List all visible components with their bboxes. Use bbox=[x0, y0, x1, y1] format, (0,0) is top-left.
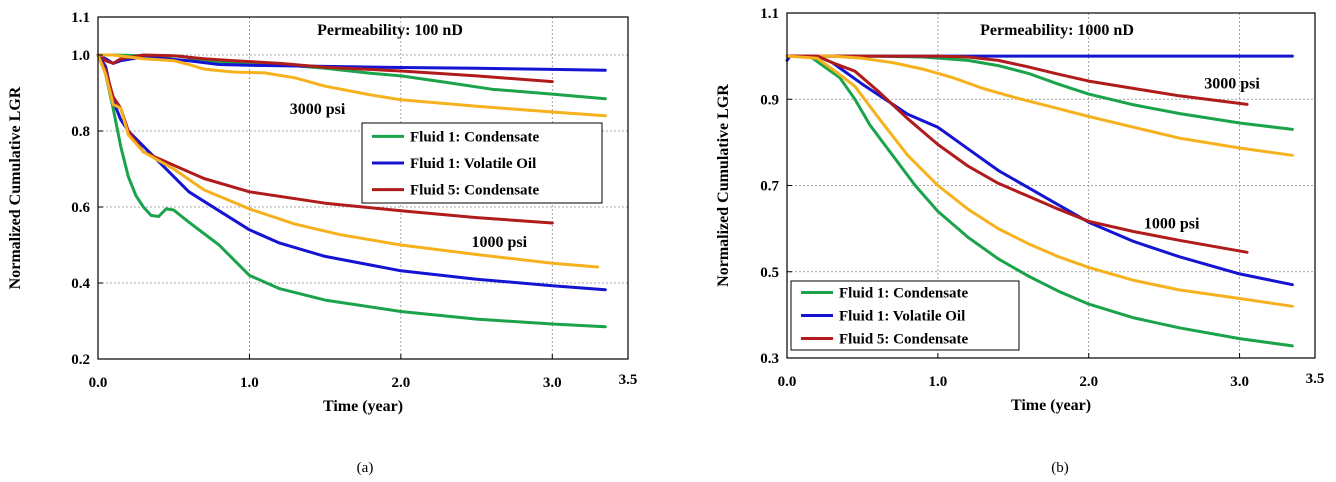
y-axis-title: Normalized Cumulative LGR bbox=[715, 84, 732, 287]
x-tick-label: 0.0 bbox=[778, 374, 797, 390]
y-tick-label: 1.1 bbox=[71, 10, 90, 26]
legend-label: Fluid 5: Condensate bbox=[839, 332, 969, 348]
legend-label: Fluid 1: Volatile Oil bbox=[410, 156, 536, 172]
pressure-annotation: 1000 psi bbox=[471, 234, 527, 251]
panel-caption: (a) bbox=[357, 460, 374, 476]
series-line bbox=[785, 54, 1294, 287]
x-tick-label: 3.0 bbox=[1230, 374, 1249, 390]
permeability-label: Permeability: 1000 nD bbox=[980, 22, 1134, 39]
series-line bbox=[96, 53, 600, 269]
series-line bbox=[785, 54, 1294, 348]
y-tick-label: 0.2 bbox=[71, 352, 90, 368]
permeability-label: Permeability: 100 nD bbox=[317, 22, 463, 39]
series-line bbox=[96, 53, 607, 292]
y-tick-label: 0.6 bbox=[71, 200, 90, 216]
x-tick-label: 3.5 bbox=[619, 372, 638, 388]
series-line bbox=[785, 54, 1249, 254]
series-line bbox=[785, 54, 1294, 308]
x-tick-label: 1.0 bbox=[928, 374, 947, 390]
y-axis-title: Normalized Cumulative LGR bbox=[7, 86, 24, 289]
x-tick-label: 2.0 bbox=[391, 375, 410, 391]
series-line bbox=[96, 53, 607, 329]
legend-label: Fluid 5: Condensate bbox=[410, 183, 540, 199]
y-tick-label: 0.8 bbox=[71, 124, 90, 140]
x-tick-label: 3.0 bbox=[543, 375, 562, 391]
pressure-annotation: 3000 psi bbox=[1204, 75, 1260, 92]
series-line bbox=[96, 53, 607, 118]
y-tick-label: 1.1 bbox=[760, 6, 779, 22]
y-tick-label: 0.5 bbox=[760, 265, 779, 281]
legend-label: Fluid 1: Condensate bbox=[410, 129, 540, 145]
plot-frame bbox=[97, 16, 629, 360]
series-line bbox=[96, 53, 554, 84]
x-axis-title: Time (year) bbox=[1011, 397, 1091, 414]
chart-panel-b: 0.0 1.0 2.0 3.0 3.5 0.3 0.5 0.7 0.9 1.1 Time (year… bbox=[715, 6, 1324, 476]
y-tick-label: 0.7 bbox=[760, 179, 779, 195]
pressure-annotation: 1000 psi bbox=[1144, 216, 1200, 233]
x-tick-label: 1.0 bbox=[240, 375, 259, 391]
legend-label: Fluid 1: Condensate bbox=[839, 286, 969, 302]
x-tick-label: 0.0 bbox=[89, 375, 108, 391]
chart-panel-a: 0.0 1.0 2.0 3.0 3.5 0.2 0.4 0.6 0.8 1.0 1.1 Time (y… bbox=[7, 10, 637, 476]
x-tick-label: 2.0 bbox=[1079, 374, 1098, 390]
y-tick-label: 0.9 bbox=[760, 92, 779, 108]
x-tick-label: 3.5 bbox=[1306, 371, 1325, 387]
series-line bbox=[785, 54, 1294, 131]
legend-label: Fluid 1: Volatile Oil bbox=[839, 309, 965, 325]
series-line bbox=[785, 54, 1294, 157]
pressure-annotation: 3000 psi bbox=[290, 101, 346, 118]
series-line bbox=[96, 53, 554, 225]
y-tick-label: 0.4 bbox=[71, 276, 90, 292]
series-line bbox=[785, 54, 1249, 106]
panel-caption: (b) bbox=[1051, 460, 1069, 476]
y-tick-label: 0.3 bbox=[760, 351, 779, 367]
y-tick-label: 1.0 bbox=[71, 48, 90, 64]
x-axis-title: Time (year) bbox=[323, 398, 403, 415]
